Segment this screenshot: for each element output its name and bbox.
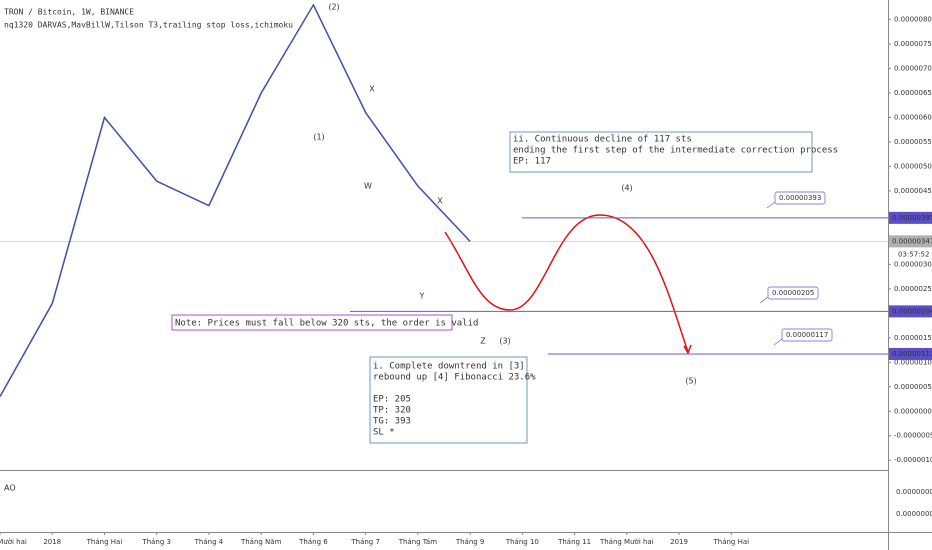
- wave-label: W: [364, 182, 372, 191]
- oscillator-title: AO: [4, 484, 16, 493]
- chart-title: TRON / Bitcoin, 1W, BINANCE: [4, 8, 134, 17]
- time-axis-border: [0, 532, 932, 533]
- level-note-box: [767, 286, 819, 300]
- price-axis-border: [888, 0, 889, 550]
- current-price-badge: [889, 235, 932, 248]
- x-tick-label: Tháng 3: [141, 538, 171, 546]
- x-tick-label: Tháng 9: [455, 538, 485, 546]
- x-tick-label: Tháng 7: [350, 538, 380, 546]
- projection-path: [444, 214, 689, 353]
- x-tick-label: Tháng Hai: [712, 538, 749, 546]
- x-tick-label: Tháng Hai: [86, 538, 123, 546]
- oscillator-tick: 0.0000000: [896, 488, 932, 496]
- level-note-box: [774, 191, 826, 205]
- x-tick-label: Tháng 4: [194, 538, 224, 546]
- wave-label: Z: [480, 337, 486, 346]
- note-line: i. Complete downtrend in [3]: [373, 362, 525, 372]
- level-note-connector: [773, 338, 783, 346]
- price-line: [0, 3, 471, 397]
- note-line: EP: 117: [513, 157, 551, 167]
- wave-label: (2): [328, 3, 339, 12]
- note-line: EP: 205: [373, 395, 411, 405]
- x-tick-label: Tháng Mười hai: [0, 538, 27, 546]
- oscillator-tick: 0.0000000: [896, 510, 932, 518]
- note-box: [509, 131, 813, 173]
- note-line: TP: 320: [373, 406, 411, 416]
- note-line: ii. Continuous decline of 117 sts: [513, 135, 692, 145]
- level-badge: [889, 305, 932, 318]
- level-badge-label: 0.00000117: [892, 350, 932, 358]
- note-box: [171, 314, 453, 331]
- level-note-connector: [766, 201, 776, 209]
- level-note-connector: [759, 296, 769, 304]
- note-line: TG: 393: [373, 417, 411, 427]
- level-badge: [889, 347, 932, 360]
- countdown: 03:57:52: [898, 250, 929, 258]
- level-badge: [889, 211, 932, 224]
- x-tick-label: 2019: [670, 538, 688, 546]
- x-tick-label: 2018: [43, 538, 61, 546]
- x-tick-label: Tháng 10: [505, 538, 539, 546]
- x-tick-label: Tháng 6: [298, 538, 328, 546]
- x-tick-label: Tháng Mười hai: [599, 538, 654, 546]
- note-line: rebound up [4] Fibonacci 23.6%: [373, 373, 536, 383]
- indicator-list: nq1320 DARVAS,MavBillW,Tilson T3,trailin…: [4, 21, 293, 30]
- level-badge-label: 0.00000395: [892, 214, 932, 222]
- note-line: SL *: [373, 428, 395, 438]
- x-tick-label: Tháng Năm: [240, 538, 282, 546]
- wave-label: (5): [685, 377, 696, 386]
- wave-label: X: [369, 85, 375, 94]
- wave-label: (3): [499, 337, 510, 346]
- level-note: 0.00000393: [779, 194, 821, 202]
- wave-label: X: [437, 197, 443, 206]
- note-line: Note: Prices must fall below 320 sts, th…: [175, 319, 478, 329]
- panel-separator: [0, 470, 888, 471]
- wave-label: (1): [313, 133, 324, 142]
- wave-label: (4): [621, 184, 632, 193]
- level-note: 0.00000205: [772, 289, 814, 297]
- level-note: 0.00000117: [786, 331, 828, 339]
- x-tick-label: Tháng Tám: [398, 538, 438, 546]
- projection-arrow: [683, 344, 692, 355]
- note-line: ending the first step of the intermediat…: [513, 146, 838, 156]
- note-box: [369, 356, 528, 444]
- wave-label: Y: [419, 292, 425, 301]
- current-price-label: 0.00000347: [892, 237, 932, 245]
- level-note-box: [781, 328, 833, 342]
- x-tick-label: Tháng 11: [557, 538, 591, 546]
- level-badge-label: 0.00000204: [892, 307, 932, 315]
